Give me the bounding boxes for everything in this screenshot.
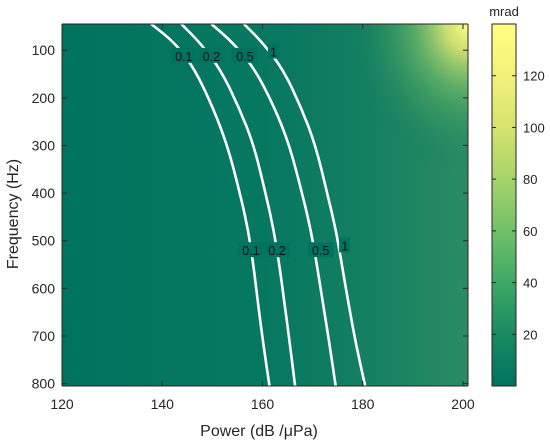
colorbar-tick-label: 40 xyxy=(523,276,537,291)
contour-label-gap xyxy=(307,242,334,258)
x-axis: 120 140 160 180 200 xyxy=(50,24,475,412)
y-tick-label: 800 xyxy=(32,376,56,392)
colorbar-unit-label: mrad xyxy=(489,4,519,19)
x-tick-label: 180 xyxy=(351,396,375,412)
contour-label-gap xyxy=(238,242,264,258)
colorbar-tick-label: 80 xyxy=(523,172,537,187)
contour-label-gap xyxy=(264,242,290,258)
colorbar-tick-label: 100 xyxy=(523,120,545,135)
contour-label: 0.5 xyxy=(236,50,253,64)
y-tick-label: 500 xyxy=(32,233,56,249)
x-tick-label: 200 xyxy=(451,396,475,412)
y-tick-label: 400 xyxy=(32,185,56,201)
y-tick-label: 200 xyxy=(32,90,56,106)
contour-label: 1 xyxy=(341,239,348,253)
y-axis-label: Frequency (Hz) xyxy=(5,159,22,269)
colorbar: 20 40 60 80 100 120 xyxy=(491,23,545,387)
colorbar-tick-label: 60 xyxy=(523,224,537,239)
y-tick-label: 600 xyxy=(32,280,56,296)
contour-label-gap xyxy=(267,43,280,59)
contour-line-1 xyxy=(242,24,367,386)
contour-label: 0.1 xyxy=(242,244,259,258)
contour-label: 0.2 xyxy=(268,244,285,258)
y-tick-label: 100 xyxy=(32,42,56,58)
x-axis-label: Power (dB /μPa) xyxy=(200,423,318,440)
x-tick-label: 120 xyxy=(50,396,74,412)
y-tick-label: 700 xyxy=(32,328,56,344)
x-tick-label: 160 xyxy=(251,396,275,412)
contour-label: 1 xyxy=(270,46,277,60)
contour-label-gap xyxy=(339,237,351,253)
y-tick-label: 300 xyxy=(32,137,56,153)
contour-label: 0.1 xyxy=(175,50,192,64)
y-axis: 100 200 300 400 500 600 700 800 xyxy=(32,23,469,392)
heatmap-area xyxy=(62,24,468,386)
colorbar-gradient xyxy=(491,23,517,387)
x-tick-label: 140 xyxy=(151,396,175,412)
contour-label-gap xyxy=(232,47,258,63)
contour-label: 0.2 xyxy=(203,50,220,64)
colorbar-tick-label: 20 xyxy=(523,327,537,342)
contour-label: 0.5 xyxy=(312,244,329,258)
contour-labels: 0.1 0.2 0.5 1 0.1 0.2 0.5 1 xyxy=(171,43,351,258)
colorbar-tick-label: 120 xyxy=(523,69,545,84)
contour-label-gap xyxy=(198,47,225,63)
contour-label-gap xyxy=(171,47,197,63)
